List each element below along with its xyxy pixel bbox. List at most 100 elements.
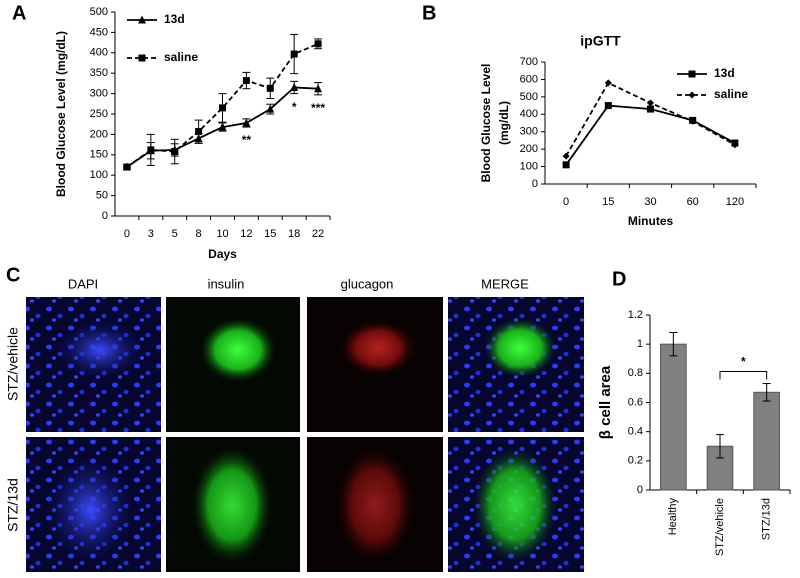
y-tick-label: 400 — [90, 47, 108, 59]
marker — [147, 146, 155, 154]
error-bar — [762, 383, 771, 402]
x-tick-label: 8 — [196, 228, 202, 240]
x-tick-label: 15 — [602, 196, 614, 208]
y-tick-label: 600 — [520, 73, 538, 85]
x-tick-label: 22 — [312, 228, 324, 240]
y-tick-label: 0.2 — [628, 455, 643, 467]
y-tick-label: 500 — [90, 6, 108, 18]
marker — [604, 79, 612, 87]
islet-insulin — [200, 318, 276, 382]
legend-marker — [688, 70, 696, 78]
marker — [604, 102, 612, 110]
panel-label: D — [612, 268, 626, 290]
annotation: * — [292, 100, 297, 114]
y-tick-label: 50 — [96, 190, 108, 202]
x-tick-label: 5 — [172, 228, 178, 240]
annotation: *** — [311, 101, 325, 115]
micrographs — [26, 297, 584, 572]
y-axis-label: Blood Glucose Level — [479, 64, 493, 183]
chart-title: ipGTT — [580, 33, 621, 49]
marker — [219, 104, 226, 112]
y-tick-label: 450 — [90, 26, 108, 38]
annotation: * — [741, 355, 746, 369]
x-tick-label: Healthy — [667, 498, 679, 536]
marker — [562, 152, 570, 160]
y-tick-label: 700 — [520, 56, 538, 68]
column-label: DAPI — [68, 276, 98, 291]
series-line — [565, 104, 736, 166]
bar — [660, 343, 687, 491]
marker — [314, 40, 322, 48]
x-tick-label: 0 — [563, 196, 569, 208]
y-tick-label: 250 — [90, 108, 108, 120]
y-tick-label: 200 — [520, 143, 538, 155]
column-label: insulin — [208, 276, 245, 291]
marker — [290, 82, 299, 91]
marker — [647, 105, 654, 113]
y-tick-label: 300 — [520, 126, 538, 138]
y-tick-label: 500 — [520, 91, 538, 103]
y-tick-label: 300 — [90, 88, 108, 100]
legend-label: 13d — [164, 12, 185, 26]
marker — [562, 161, 570, 169]
x-tick-label: STZ/vehicle — [714, 498, 726, 556]
y-tick-label: 150 — [90, 149, 108, 161]
marker — [731, 141, 739, 149]
marker — [647, 99, 654, 107]
marker — [123, 163, 131, 171]
y-tick-label: 100 — [90, 169, 108, 181]
x-tick-label: 12 — [240, 228, 252, 240]
bracket — [719, 371, 768, 380]
x-axis-label: Minutes — [628, 214, 674, 228]
x-tick-label: 3 — [148, 228, 154, 240]
x-tick-label: 18 — [288, 228, 300, 240]
y-tick-label: 0 — [532, 178, 538, 190]
x-axis-label: Days — [208, 247, 237, 261]
annotation: ** — [242, 133, 252, 147]
islet-glucagon — [340, 320, 416, 376]
y-tick-label: 350 — [90, 67, 108, 79]
marker — [218, 122, 227, 131]
panel-label: C — [6, 264, 20, 286]
islet-merge — [484, 318, 556, 378]
x-tick-label: 60 — [687, 196, 699, 208]
y-tick-label: 100 — [520, 160, 538, 172]
x-tick-label: 0 — [124, 228, 130, 240]
bar — [753, 391, 780, 491]
islet-merge — [473, 447, 557, 563]
marker — [195, 128, 203, 136]
x-tick-label: 120 — [726, 196, 744, 208]
marker — [242, 118, 251, 127]
y-axis-label: Blood Glucose Level (mg/dL) — [54, 31, 68, 197]
marker — [242, 77, 250, 85]
marker — [266, 104, 275, 113]
y-tick-label: 0.6 — [628, 396, 643, 408]
x-tick-label: STZ/13d — [761, 498, 773, 540]
islet-dapi — [55, 320, 145, 380]
y-tick-label: 0 — [637, 484, 643, 496]
marker — [314, 84, 323, 93]
legend-label: 13d — [714, 66, 735, 80]
y-tick-label: 1 — [637, 338, 643, 350]
legend-marker — [138, 15, 146, 24]
legend-marker — [138, 54, 146, 62]
y-tick-label: 0.4 — [628, 426, 643, 438]
error-bar — [669, 332, 678, 357]
legend-label: saline — [164, 50, 198, 64]
row-label: STZ/vehicle — [5, 327, 21, 401]
row-label: STZ/13d — [5, 478, 21, 532]
series-line — [565, 81, 736, 157]
y-tick-label: 0 — [102, 210, 108, 222]
y-tick-label: 0.8 — [628, 367, 643, 379]
column-label: glucagon — [341, 276, 394, 291]
x-tick-label: 10 — [216, 228, 228, 240]
column-label: MERGE — [481, 276, 529, 291]
legend-label: saline — [714, 87, 748, 101]
y-tick-label: 400 — [520, 108, 538, 120]
y-tick-label: 1.2 — [628, 309, 643, 321]
marker — [689, 117, 697, 125]
y-axis-label: (mg/dL) — [497, 101, 511, 145]
x-tick-label: 30 — [644, 196, 656, 208]
marker — [290, 50, 298, 58]
